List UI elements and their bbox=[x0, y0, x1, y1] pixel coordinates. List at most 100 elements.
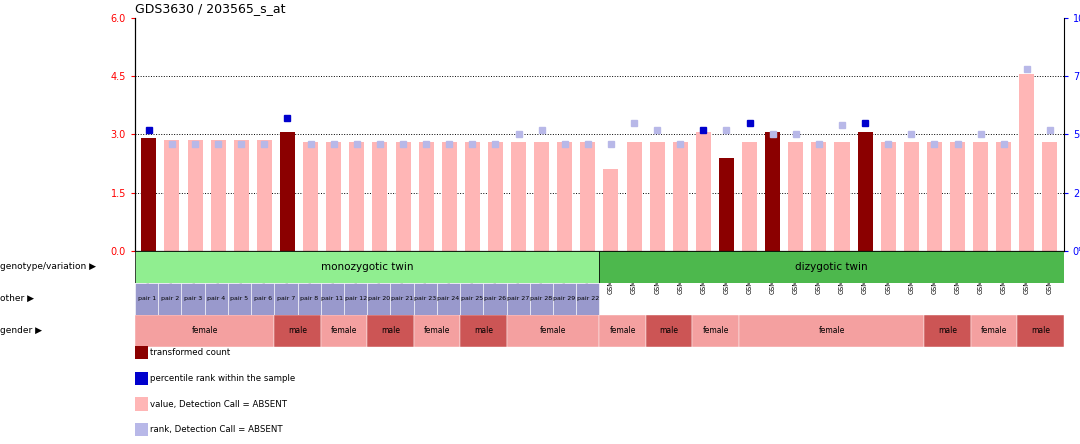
Bar bbox=[414, 315, 460, 347]
Bar bbox=[280, 132, 295, 251]
Bar bbox=[599, 315, 646, 347]
Bar bbox=[395, 142, 410, 251]
Bar bbox=[577, 283, 599, 315]
Bar bbox=[739, 315, 924, 347]
Text: male: male bbox=[381, 326, 400, 335]
Text: pair 8: pair 8 bbox=[300, 296, 319, 301]
Bar bbox=[391, 283, 414, 315]
Text: female: female bbox=[819, 326, 845, 335]
Text: pair 6: pair 6 bbox=[254, 296, 272, 301]
Bar bbox=[303, 142, 319, 251]
Bar bbox=[692, 315, 739, 347]
Bar bbox=[858, 132, 873, 251]
Bar bbox=[557, 142, 572, 251]
Bar bbox=[326, 142, 341, 251]
Bar bbox=[996, 142, 1011, 251]
Bar bbox=[188, 140, 203, 251]
Bar bbox=[135, 283, 158, 315]
Bar bbox=[765, 132, 780, 251]
Bar bbox=[553, 283, 577, 315]
Bar bbox=[158, 283, 181, 315]
Bar bbox=[464, 142, 480, 251]
Text: female: female bbox=[702, 326, 729, 335]
Bar bbox=[460, 283, 483, 315]
Text: male: male bbox=[939, 326, 957, 335]
Bar bbox=[1020, 74, 1035, 251]
Bar bbox=[274, 283, 297, 315]
Text: female: female bbox=[423, 326, 450, 335]
Bar bbox=[343, 283, 367, 315]
Text: pair 21: pair 21 bbox=[391, 296, 413, 301]
Text: pair 23: pair 23 bbox=[414, 296, 436, 301]
Text: pair 1: pair 1 bbox=[137, 296, 156, 301]
Bar bbox=[1042, 142, 1057, 251]
Text: female: female bbox=[330, 326, 357, 335]
Bar bbox=[228, 283, 251, 315]
Bar bbox=[460, 315, 507, 347]
Bar bbox=[696, 132, 711, 251]
Bar bbox=[233, 140, 248, 251]
Bar bbox=[274, 315, 321, 347]
Bar bbox=[211, 140, 226, 251]
Bar bbox=[135, 315, 274, 347]
Text: pair 22: pair 22 bbox=[577, 296, 599, 301]
Text: monozygotic twin: monozygotic twin bbox=[321, 262, 414, 272]
Bar bbox=[181, 283, 205, 315]
Bar bbox=[205, 283, 228, 315]
Bar bbox=[141, 138, 157, 251]
Text: transformed count: transformed count bbox=[150, 348, 230, 357]
Text: pair 20: pair 20 bbox=[368, 296, 390, 301]
Bar bbox=[164, 140, 179, 251]
Bar bbox=[535, 142, 549, 251]
Bar bbox=[257, 140, 272, 251]
Bar bbox=[251, 283, 274, 315]
Text: pair 26: pair 26 bbox=[484, 296, 505, 301]
Bar bbox=[646, 315, 692, 347]
Bar bbox=[742, 142, 757, 251]
Bar bbox=[973, 142, 988, 251]
Bar bbox=[419, 142, 434, 251]
Bar bbox=[626, 142, 642, 251]
Bar bbox=[835, 142, 850, 251]
Bar bbox=[442, 142, 457, 251]
Bar bbox=[436, 283, 460, 315]
Bar bbox=[811, 142, 826, 251]
Bar bbox=[1017, 315, 1064, 347]
Bar bbox=[507, 283, 530, 315]
Bar bbox=[924, 315, 971, 347]
Text: pair 27: pair 27 bbox=[507, 296, 529, 301]
Text: percentile rank within the sample: percentile rank within the sample bbox=[150, 374, 295, 383]
Text: pair 29: pair 29 bbox=[553, 296, 576, 301]
Bar bbox=[511, 142, 526, 251]
Text: female: female bbox=[981, 326, 1008, 335]
Bar bbox=[321, 283, 343, 315]
Bar bbox=[507, 315, 599, 347]
Text: male: male bbox=[1031, 326, 1050, 335]
Bar bbox=[650, 142, 664, 251]
Text: pair 5: pair 5 bbox=[230, 296, 248, 301]
Bar bbox=[580, 142, 595, 251]
Bar bbox=[373, 142, 388, 251]
Bar bbox=[367, 283, 391, 315]
Bar bbox=[297, 283, 321, 315]
Text: male: male bbox=[660, 326, 678, 335]
Text: value, Detection Call = ABSENT: value, Detection Call = ABSENT bbox=[150, 400, 287, 408]
Bar bbox=[673, 142, 688, 251]
Bar bbox=[599, 251, 1064, 283]
Bar bbox=[488, 142, 503, 251]
Text: pair 28: pair 28 bbox=[530, 296, 552, 301]
Bar bbox=[904, 142, 919, 251]
Bar bbox=[719, 158, 734, 251]
Text: female: female bbox=[609, 326, 636, 335]
Bar bbox=[321, 315, 367, 347]
Bar bbox=[950, 142, 966, 251]
Bar bbox=[788, 142, 804, 251]
Bar bbox=[880, 142, 895, 251]
Bar bbox=[414, 283, 436, 315]
Text: female: female bbox=[540, 326, 566, 335]
Text: pair 7: pair 7 bbox=[276, 296, 295, 301]
Text: pair 24: pair 24 bbox=[437, 296, 460, 301]
Bar bbox=[971, 315, 1017, 347]
Text: genotype/variation ▶: genotype/variation ▶ bbox=[0, 262, 96, 271]
Bar bbox=[530, 283, 553, 315]
